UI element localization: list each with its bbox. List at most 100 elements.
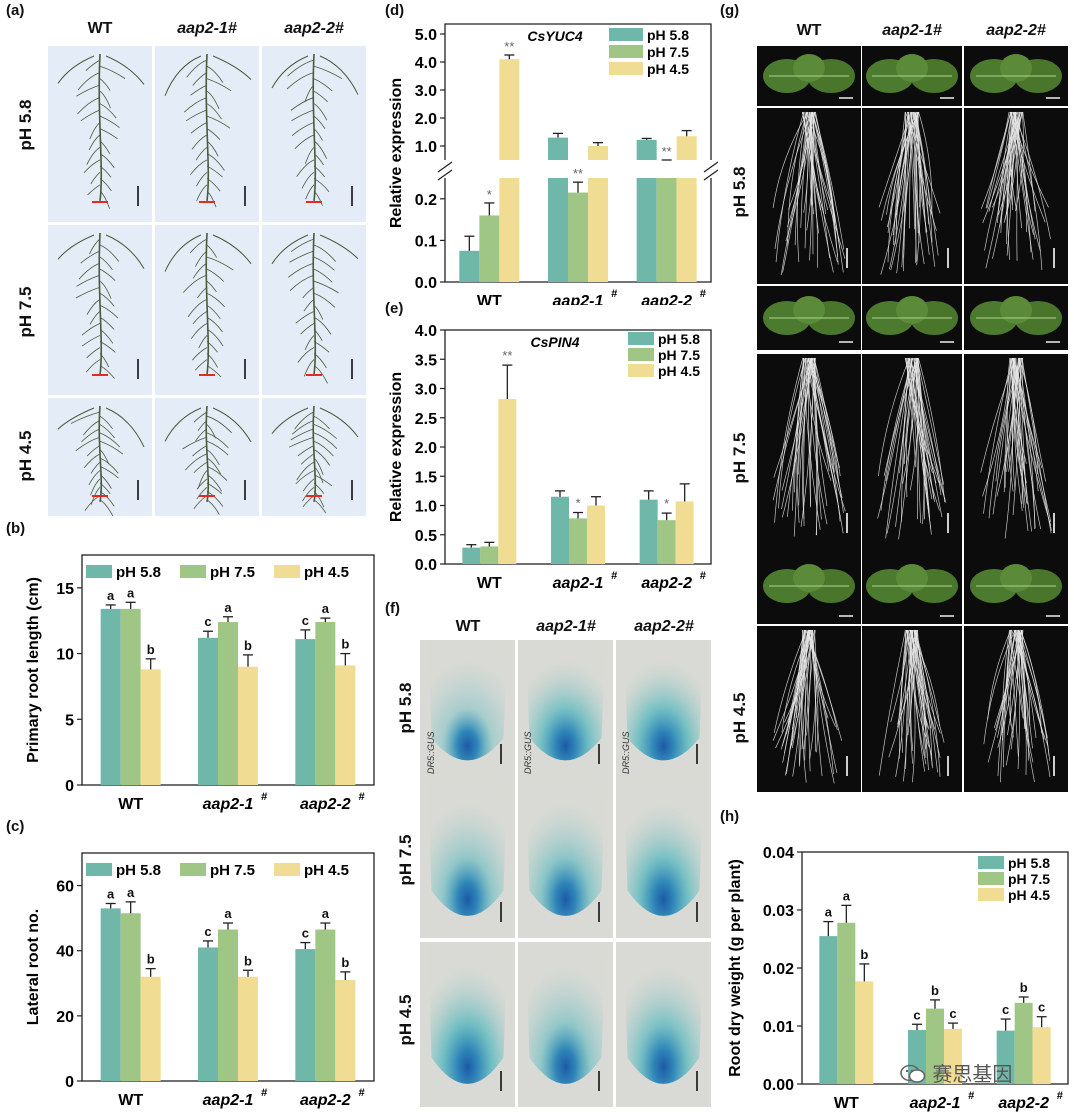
panel-label-b: (b) — [6, 520, 26, 537]
x-tick-sup: # — [358, 791, 365, 803]
bar — [479, 215, 500, 282]
panel-a-row-ph75: pH 7.5 — [16, 286, 35, 338]
bar — [588, 146, 608, 160]
gus-photo-1-2 — [616, 780, 711, 938]
x-tick-label: aap2-2 — [300, 1092, 351, 1109]
gus-photo-2-2 — [616, 942, 711, 1107]
sig-label: c — [204, 614, 211, 629]
leaf-photo-0-1 — [862, 46, 962, 106]
legend-label: pH 5.8 — [647, 27, 689, 43]
y-tick-label: 20 — [56, 1009, 74, 1026]
leaf-photo-2-1 — [862, 548, 962, 624]
sig-label: b — [244, 953, 252, 968]
chart-root-dry-weight: 0.00 0.01 0.02 0.03 0.04 Root dry weight (g p… — [727, 845, 1069, 1112]
y-tick-label: 0 — [65, 778, 74, 795]
legend-label: pH 4.5 — [304, 862, 349, 879]
x-tick-label: aap2-2 — [641, 575, 692, 592]
axis-break — [437, 169, 453, 181]
panel-label-g: (g) — [720, 2, 740, 19]
root-photo-g-0-1 — [862, 108, 962, 284]
sig-label: c — [1038, 1000, 1045, 1015]
y-tick-label: 2.0 — [415, 440, 437, 457]
bar — [140, 976, 161, 1081]
y-axis-label: Relative expression — [388, 78, 405, 228]
sig-label: c — [949, 1006, 956, 1021]
bar — [837, 922, 856, 1084]
bar — [498, 399, 517, 564]
sig-label: b — [244, 638, 252, 653]
bar — [569, 518, 587, 564]
leaf-photo-2-2 — [964, 548, 1068, 624]
legend-swatch — [978, 888, 1004, 901]
legend-label: pH 5.8 — [116, 564, 161, 581]
gus-photo-0-2 — [616, 640, 711, 780]
gus-photo-0-0 — [420, 640, 515, 780]
sig-label: a — [825, 905, 833, 920]
sig-label: * — [664, 496, 669, 511]
y-tick-label: 3.0 — [415, 83, 437, 100]
x-tick-label: WT — [477, 575, 502, 592]
legend-label: pH 4.5 — [304, 564, 349, 581]
y-tick-label: 0.0 — [415, 275, 437, 292]
x-tick-sup: # — [1057, 1090, 1064, 1102]
sig-label: c — [913, 1007, 920, 1022]
panel-a-col-aap2-1: aap2-1# — [177, 20, 237, 37]
legend-swatch — [628, 348, 654, 361]
legend-swatch — [274, 863, 300, 876]
bar — [218, 929, 238, 1081]
bar — [676, 136, 697, 160]
sig-label: c — [302, 926, 309, 941]
legend-swatch — [978, 856, 1004, 869]
legend-swatch — [180, 565, 206, 578]
legend-label: pH 7.5 — [658, 347, 700, 363]
bar — [996, 1030, 1015, 1084]
y-tick-label: 5 — [65, 712, 74, 729]
bar — [639, 499, 658, 564]
panel-g-row-ph58: pH 5.8 — [730, 166, 749, 218]
legend-label: pH 7.5 — [1008, 871, 1050, 887]
x-tick-sup: # — [611, 570, 618, 582]
panel-g-col-aap2-2: aap2-2# — [986, 22, 1046, 39]
y-tick-label: 1.0 — [415, 139, 437, 156]
y-tick-label: 10 — [56, 647, 74, 664]
bar — [819, 936, 838, 1084]
x-tick-label: WT — [118, 796, 143, 813]
bar — [636, 139, 657, 160]
panel-g-row-ph45: pH 4.5 — [730, 692, 749, 744]
sig-label: a — [107, 886, 115, 901]
bar — [548, 137, 568, 160]
y-axis-label: Root dry weight (g per plant) — [727, 859, 744, 1077]
sig-label: ** — [504, 39, 514, 54]
legend-label: pH 5.8 — [658, 331, 700, 347]
x-tick-sup: # — [261, 791, 268, 803]
root-photo-g-2-0 — [757, 626, 861, 792]
x-tick-label: WT — [834, 1095, 859, 1112]
sig-label: b — [147, 642, 155, 657]
bar — [1032, 1027, 1051, 1084]
y-tick-label: 0.04 — [763, 845, 794, 862]
panel-f-row-ph58: pH 5.8 — [396, 682, 415, 734]
legend-label: pH 4.5 — [658, 363, 700, 379]
legend-swatch — [86, 863, 112, 876]
bar — [499, 178, 520, 282]
x-tick-label: aap2-2 — [641, 293, 692, 305]
panel-a-col-wt: WT — [87, 20, 113, 37]
y-tick-label: 15 — [56, 581, 74, 598]
gus-tag-aap2-2: DR5::GUS — [621, 731, 631, 774]
x-tick-sup: # — [700, 288, 707, 300]
x-tick-label: aap2-2 — [998, 1095, 1049, 1112]
watermark-text: 赛思基因 — [932, 1062, 1013, 1086]
watermark: 赛思基因 — [900, 1058, 1012, 1087]
gus-tag-aap2-1: DR5::GUS — [523, 731, 533, 774]
root-photo-a-2-1 — [155, 398, 259, 516]
y-tick-label: 0.0 — [415, 557, 437, 574]
y-tick-label: 2.5 — [415, 411, 437, 428]
bar — [944, 1028, 962, 1084]
bar — [551, 496, 569, 564]
y-tick-label: 0.02 — [763, 961, 794, 978]
legend-label: pH 4.5 — [647, 61, 689, 77]
legend-swatch — [86, 565, 112, 578]
sig-label: a — [127, 885, 135, 900]
panel-label-c: (c) — [6, 818, 25, 835]
